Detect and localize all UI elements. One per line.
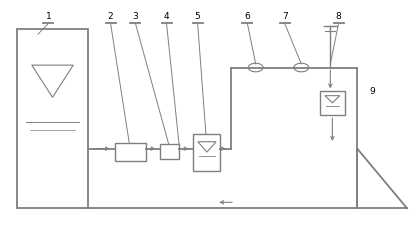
Bar [17,29,88,208]
Text: 3: 3 [133,12,138,21]
Text: 8: 8 [336,12,342,21]
Bar [320,91,345,115]
Bar [193,134,220,171]
Bar [160,144,179,159]
Bar [115,143,146,161]
Text: 6: 6 [245,12,250,21]
Text: 9: 9 [369,87,375,96]
Text: 7: 7 [282,12,287,21]
Text: 2: 2 [108,12,114,21]
Text: 1: 1 [45,12,51,21]
Text: 5: 5 [195,12,201,21]
Text: 4: 4 [164,12,169,21]
